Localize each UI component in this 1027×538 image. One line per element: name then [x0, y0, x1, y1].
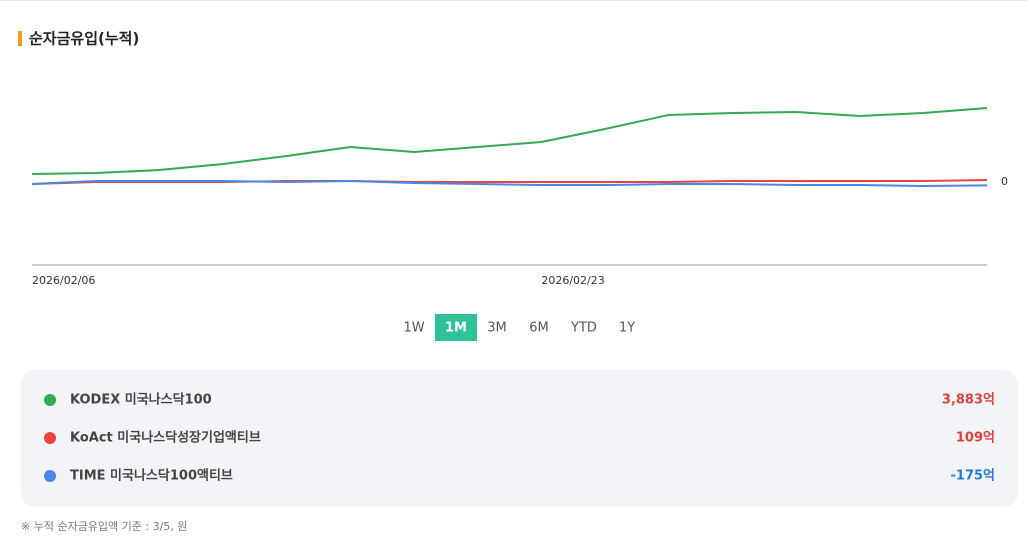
- legend-value: -175억: [951, 469, 996, 484]
- legend-label: KODEX 미국나스닥100: [70, 392, 212, 408]
- legend-value: 3,883억: [942, 393, 995, 408]
- range-button[interactable]: YTD: [570, 321, 597, 336]
- legend-marker: [44, 432, 56, 444]
- top-border: [0, 0, 1027, 1]
- legend-label: KoAct 미국나스닥성장기업액티브: [70, 430, 261, 446]
- x-tick-label: 2026/02/23: [541, 274, 604, 287]
- range-button-active[interactable]: [435, 314, 477, 341]
- chart-title: 순자금유입(누적): [29, 30, 139, 48]
- series-line: [31, 180, 988, 188]
- footnote: ※ 누적 순자금유입액 기준 : 3/5, 원: [21, 520, 187, 533]
- range-button[interactable]: 1M: [445, 321, 467, 336]
- range-button[interactable]: 1W: [403, 321, 424, 336]
- title-accent: [18, 31, 22, 46]
- range-button[interactable]: 6M: [529, 321, 549, 336]
- legend-marker: [44, 394, 56, 406]
- legend-value: 109억: [956, 431, 995, 446]
- range-button[interactable]: 3M: [487, 321, 507, 336]
- legend-label: TIME 미국나스닥100액티브: [70, 468, 233, 484]
- series-line: [31, 107, 988, 176]
- legend-box: [21, 370, 1018, 507]
- legend-marker: [44, 470, 56, 482]
- range-button[interactable]: 1Y: [619, 321, 635, 336]
- y-tick-label: 0: [1001, 175, 1008, 188]
- x-tick-label: 2026/02/06: [32, 274, 95, 287]
